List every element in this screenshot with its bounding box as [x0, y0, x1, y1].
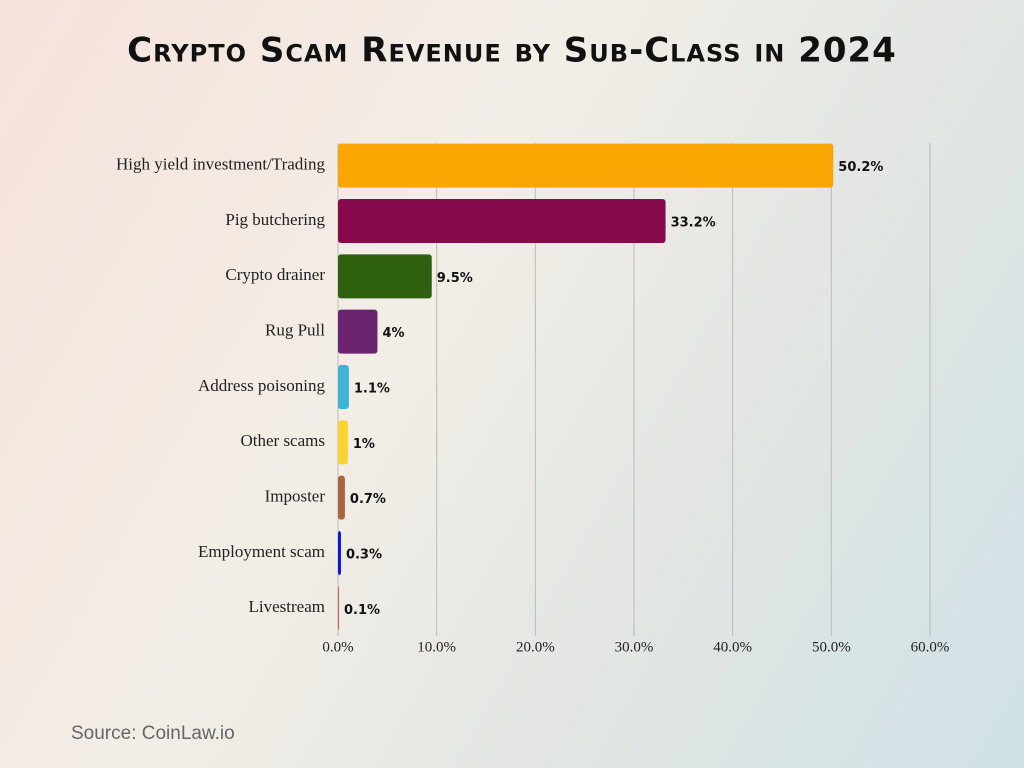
y-tick-label: High yield investment/Trading [116, 155, 326, 174]
bar [338, 420, 348, 465]
y-tick-label: Employment scam [198, 542, 325, 561]
value-label: 1.1% [354, 382, 390, 397]
bar [338, 254, 432, 299]
bar [338, 475, 345, 520]
y-tick-label: Pig butchering [225, 210, 325, 229]
bar [338, 586, 339, 631]
value-label: 0.3% [346, 548, 382, 563]
y-tick-label: Address poisoning [198, 376, 326, 395]
bar [338, 309, 378, 354]
source: Source: CoinLaw.io [71, 723, 235, 744]
value-label: 1% [353, 437, 375, 452]
bar [338, 531, 341, 575]
chart-title: Crypto Scam Revenue by Sub-Class in 2024 [127, 31, 897, 71]
value-label: 33.2% [671, 216, 716, 231]
y-tick-label: Livestream [249, 597, 325, 616]
y-tick-label: Imposter [265, 487, 326, 506]
value-label: 0.1% [344, 603, 380, 618]
value-label: 4% [382, 326, 404, 341]
x-tick-label: 30.0% [615, 639, 654, 655]
bar [338, 143, 834, 188]
x-tick-label: 40.0% [713, 639, 752, 655]
x-tick-label: 10.0% [417, 639, 456, 655]
value-label: 0.7% [350, 492, 386, 507]
x-tick-label: 20.0% [516, 639, 555, 655]
x-tick-label: 60.0% [911, 639, 950, 655]
y-tick-label: Other scams [240, 431, 325, 450]
x-tick-label: 0.0% [322, 639, 353, 655]
bar [338, 365, 349, 409]
value-label: 9.5% [437, 271, 473, 286]
bar [338, 199, 666, 243]
y-tick-label: Rug Pull [265, 321, 325, 340]
x-tick-label: 50.0% [812, 639, 851, 655]
value-label: 50.2% [838, 160, 883, 175]
y-tick-label: Crypto drainer [225, 265, 325, 284]
